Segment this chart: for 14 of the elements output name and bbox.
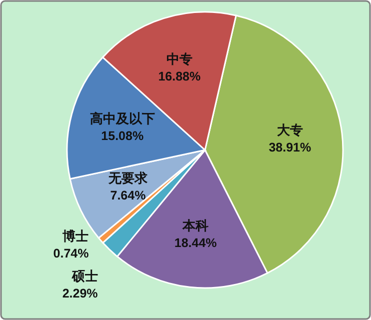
data-label: 38.91%	[268, 140, 312, 155]
slice-label: 硕士	[70, 269, 98, 284]
data-label: 0.74%	[53, 246, 89, 260]
data-label: 16.88%	[158, 69, 201, 84]
slice-label: 大专	[276, 122, 303, 139]
slice-label: 本科	[182, 219, 209, 234]
slice-label: 无要求	[107, 170, 148, 186]
data-label: 18.44%	[174, 236, 217, 250]
data-label: 15.08%	[101, 128, 144, 143]
slice-label: 中专	[166, 51, 192, 68]
slice-label: 博士	[62, 228, 89, 244]
data-label: 2.29%	[62, 286, 98, 300]
data-label: 7.64%	[110, 188, 146, 202]
slice-label: 高中及以下	[90, 110, 155, 127]
